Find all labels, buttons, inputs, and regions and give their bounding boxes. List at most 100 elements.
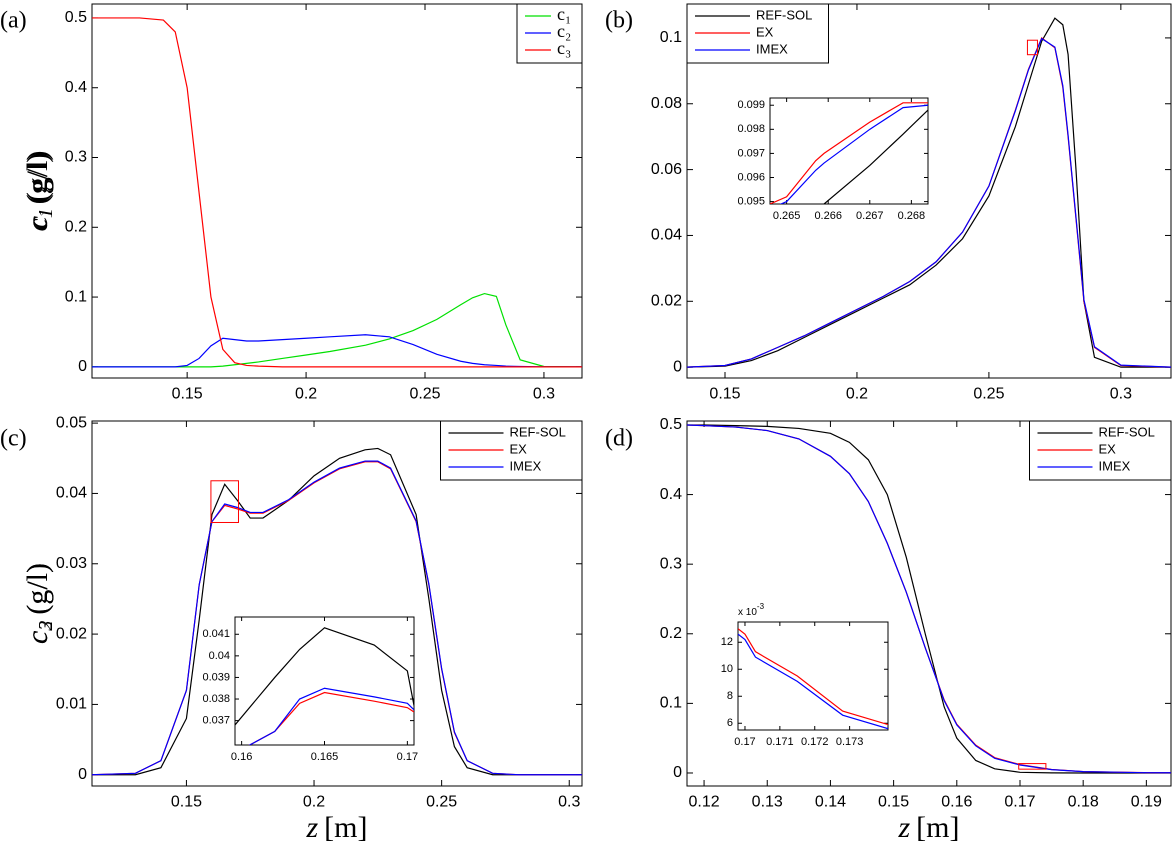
y-tick-label: 0.08 — [651, 95, 682, 112]
x-tick-label: 0.2 — [295, 386, 317, 403]
legend-label: EX — [756, 24, 774, 39]
legend-label: c₁ — [557, 4, 571, 24]
line-series — [92, 17, 582, 368]
legend-label: IMEX — [510, 458, 542, 473]
panel-label: (b) — [605, 8, 633, 34]
y-tick-label: 0.02 — [56, 625, 87, 642]
y-tick-label: 0 — [78, 358, 87, 375]
x-tick-label: 0.267 — [856, 210, 884, 222]
x-tick-label: 0.172 — [801, 736, 829, 748]
y-label-subscript: i — [35, 210, 57, 216]
line-series — [235, 627, 414, 726]
y-tick-label: 0.096 — [737, 171, 765, 183]
x-tick-label: 0.2 — [303, 794, 325, 811]
legend-label: REF-SOL — [1099, 424, 1155, 439]
x-tick-label: 0.14 — [815, 794, 846, 811]
x-tick-label: 0.15 — [172, 386, 203, 403]
x-axis-label: z [m] — [305, 811, 367, 844]
series-group — [92, 17, 582, 368]
line-series — [770, 102, 928, 204]
legend-label: EX — [510, 441, 528, 456]
y-tick-label: 0.5 — [660, 416, 682, 433]
panel-label: (d) — [605, 426, 633, 452]
x-tick-label: 0.3 — [1110, 386, 1132, 403]
legend-label: IMEX — [1099, 458, 1131, 473]
y-tick-label: 0.4 — [660, 486, 682, 503]
legend-label: REF-SOL — [510, 424, 566, 439]
y-label-unit: (g/l) — [21, 153, 54, 205]
y-tick-label: 0.038 — [202, 693, 230, 705]
x-label-symbol: z — [897, 811, 910, 844]
plot-area — [91, 3, 583, 379]
line-series — [92, 460, 582, 776]
y-tick-label: 6 — [727, 717, 733, 729]
line-series — [823, 109, 928, 204]
y-axis-label: c3 (g/l) — [21, 563, 57, 644]
y-tick-label: 0.5 — [65, 9, 87, 26]
series-group — [235, 627, 414, 745]
line-series — [687, 17, 1171, 368]
y-tick-label: 0.037 — [202, 715, 230, 727]
x-tick-label: 0.265 — [773, 210, 801, 222]
y-tick-label: 0.02 — [651, 293, 682, 310]
y-tick-label: 0.04 — [651, 227, 682, 244]
y-tick-label: 0.3 — [65, 149, 87, 166]
x-tick-label: 0.16 — [231, 751, 252, 763]
y-tick-label: 0.3 — [660, 555, 682, 572]
plot-area — [234, 616, 415, 746]
line-series — [687, 424, 1171, 774]
x-tick-label: 0.25 — [973, 386, 1004, 403]
y-tick-label: 10 — [721, 663, 733, 675]
zoom-box — [1026, 39, 1038, 56]
x-label-unit: [m] — [916, 811, 959, 844]
line-series — [738, 633, 888, 730]
x-tick-label: 0.15 — [709, 386, 740, 403]
x-tick-label: 0.2 — [846, 386, 868, 403]
zoom-box — [1018, 763, 1047, 770]
plot-area — [686, 3, 1172, 379]
y-tick-label: 0.01 — [56, 696, 87, 713]
y-tick-label: 0.06 — [651, 161, 682, 178]
y-tick-label: 0 — [78, 766, 87, 783]
series-group — [738, 628, 888, 730]
x-tick-label: 0.19 — [1131, 794, 1162, 811]
y-tick-label: 12 — [721, 636, 733, 648]
y-tick-label: 0.04 — [56, 485, 87, 502]
y-tick-label: 0.05 — [56, 414, 87, 431]
panel-label: (a) — [0, 8, 27, 34]
y-tick-label: 0.4 — [65, 79, 87, 96]
x-tick-label: 0.173 — [836, 736, 864, 748]
y-label-symbol: c — [21, 218, 54, 231]
x-tick-label: 0.17 — [1004, 794, 1035, 811]
y-label-subscript: 1 — [35, 208, 57, 218]
y-axis-label: c2 (g/l) — [21, 563, 57, 644]
series-group — [770, 102, 928, 204]
line-series — [687, 37, 1171, 368]
y-label-unit: (g/l) — [21, 563, 54, 615]
x-tick-label: 0.12 — [688, 794, 719, 811]
x-tick-label: 0.3 — [558, 794, 580, 811]
y-tick-label: 0 — [673, 358, 682, 375]
y-label-subscript: 3 — [35, 621, 57, 632]
y-exponent: x 10-3 — [738, 602, 765, 618]
x-tick-label: 0.17 — [734, 736, 755, 748]
x-tick-label: 0.13 — [752, 794, 783, 811]
x-tick-label: 0.165 — [311, 751, 339, 763]
y-tick-label: 8 — [727, 690, 733, 702]
y-axis-label: c1 (g/l) — [21, 151, 57, 232]
plot-area — [769, 97, 929, 205]
line-series — [738, 628, 888, 726]
x-label-symbol: z — [305, 811, 318, 844]
zoom-box — [210, 480, 239, 523]
legend-label: c₂ — [557, 21, 571, 41]
y-tick-label: 0.1 — [660, 29, 682, 46]
y-tick-label: 0.039 — [202, 671, 230, 683]
y-exponent-base: x 10 — [738, 607, 757, 618]
x-axis-label: z [m] — [897, 811, 959, 844]
y-label-symbol: c — [21, 631, 54, 644]
plot-area — [737, 621, 889, 731]
y-axis-label: ci (g/l) — [21, 153, 57, 230]
y-tick-label: 0.095 — [737, 195, 765, 207]
legend-label: REF-SOL — [756, 7, 812, 22]
